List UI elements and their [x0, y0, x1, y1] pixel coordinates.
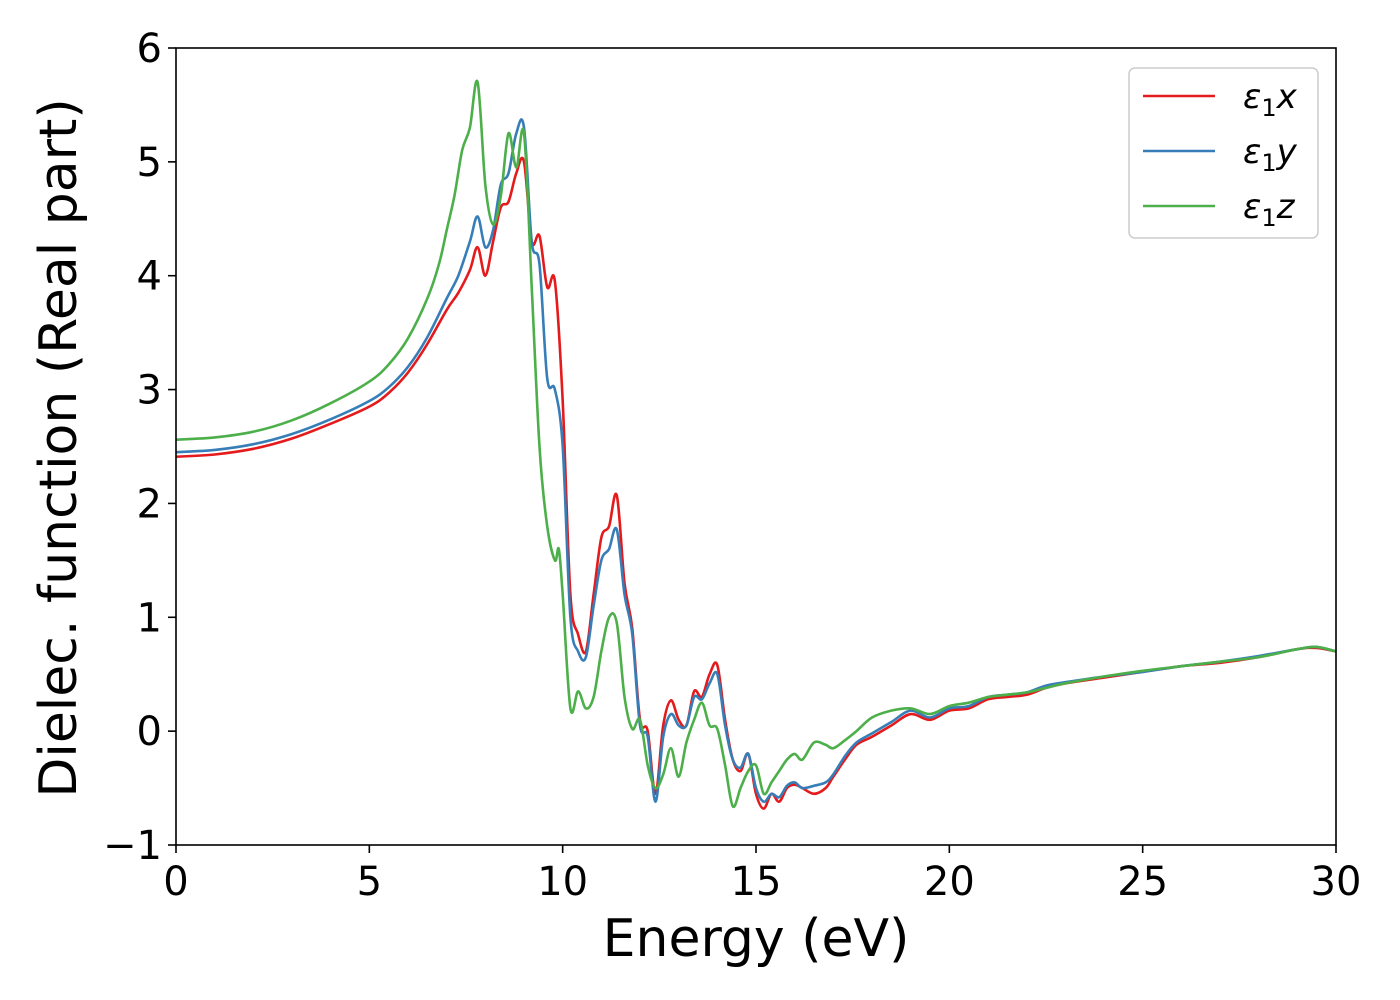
legend-label-symbol: ε [1243, 77, 1261, 117]
y-axis-ticks: −1 0 1 2 3 4 5 6 [103, 26, 176, 869]
y-tick-label: 6 [137, 26, 162, 72]
series-line-z [175, 79, 1337, 809]
x-axis-label: Energy (eV) [603, 909, 910, 969]
y-tick-label: 3 [137, 368, 162, 414]
y-tick-label: 4 [137, 254, 162, 300]
legend-label-symbol: ε [1243, 132, 1261, 172]
y-tick-label: 1 [137, 595, 162, 641]
legend-box [1128, 67, 1319, 239]
legend-label-variable: x [1276, 77, 1298, 117]
y-tick-label: −1 [103, 823, 162, 869]
series-lines [175, 79, 1337, 810]
legend-label-subscript: 1 [1261, 149, 1276, 177]
series-line-x [175, 156, 1337, 810]
legend-label-z: ε1z [1243, 187, 1296, 232]
x-tick-label: 5 [357, 859, 382, 905]
legend-label-x: ε1x [1243, 77, 1298, 122]
y-tick-label: 2 [137, 481, 162, 527]
series-line-y [175, 118, 1337, 804]
y-tick-label: 0 [137, 709, 162, 755]
legend-label-symbol: ε [1243, 187, 1261, 227]
x-tick-label: 10 [537, 859, 588, 905]
x-tick-label: 30 [1311, 859, 1362, 905]
x-tick-label: 0 [163, 859, 188, 905]
legend-label-subscript: 1 [1261, 204, 1276, 232]
legend-label-variable: z [1276, 187, 1296, 227]
x-tick-label: 25 [1117, 859, 1168, 905]
y-axis-label: Dielec. function (Real part) [29, 98, 89, 797]
x-tick-label: 20 [924, 859, 975, 905]
legend-label-subscript: 1 [1261, 94, 1276, 122]
legend-label-y: ε1y [1243, 132, 1298, 177]
y-tick-label: 5 [137, 140, 162, 186]
x-tick-label: 15 [731, 859, 782, 905]
x-axis-ticks: 0 5 10 15 20 25 30 [163, 845, 1361, 905]
legend-label-variable: y [1276, 132, 1298, 172]
